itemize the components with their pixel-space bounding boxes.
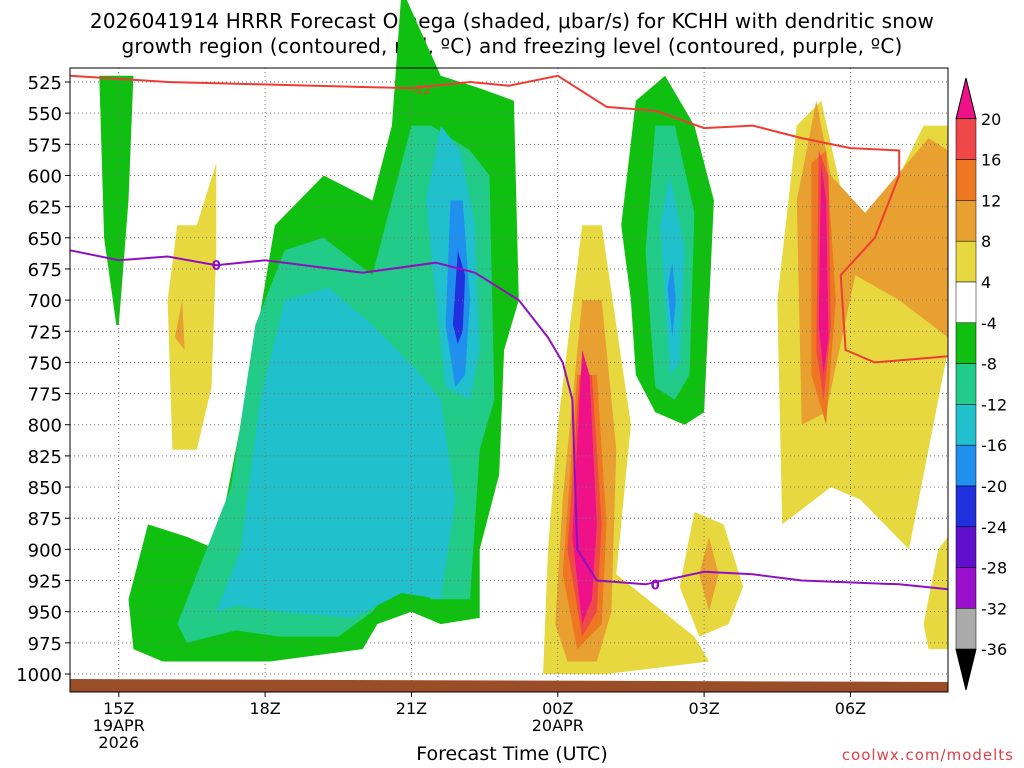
colorbar-swatch xyxy=(955,404,977,446)
colorbar-label: 12 xyxy=(981,191,1001,210)
y-tick-label: 750 xyxy=(28,353,62,374)
y-tick-label: 800 xyxy=(28,416,62,437)
shade-magenta-center xyxy=(572,350,597,625)
colorbar-swatch xyxy=(955,608,977,650)
colorbar-swatch xyxy=(955,485,977,528)
contour-label-purple: 0 xyxy=(651,578,660,593)
y-tick-label: 725 xyxy=(28,322,62,343)
colorbar-swatch xyxy=(955,200,977,242)
x-tick-sublabel: 20APR xyxy=(532,716,584,735)
y-tick-label: 850 xyxy=(28,478,62,499)
colorbar-label: -16 xyxy=(981,436,1007,455)
y-tick-label: 525 xyxy=(28,73,62,94)
colorbar-swatch xyxy=(955,281,977,324)
y-tick-label: 650 xyxy=(28,229,62,250)
x-tick-label: 00Z xyxy=(542,699,573,718)
y-tick-label: 625 xyxy=(28,198,62,219)
y-tick-label: 675 xyxy=(28,260,62,281)
colorbar-label: -24 xyxy=(981,518,1007,537)
chart-title-line1: 2026041914 HRRR Forecast Omega (shaded, … xyxy=(89,9,935,33)
x-tick-label: 03Z xyxy=(688,699,719,718)
shade-yellow-corner xyxy=(923,536,948,650)
y-tick-label: 900 xyxy=(28,540,62,561)
contour-red-line xyxy=(69,74,949,364)
x-tick-label: 18Z xyxy=(249,699,280,718)
x-axis-title: Forecast Time (UTC) xyxy=(416,743,608,765)
colorbar-label: 20 xyxy=(981,110,1001,129)
y-tick-label: 975 xyxy=(28,634,62,655)
shade-yellow-left xyxy=(167,163,217,450)
x-tick-label: 15Z xyxy=(103,699,134,718)
y-tick-label: 1000 xyxy=(16,665,62,686)
shade-cyan-main xyxy=(216,287,456,618)
y-tick-label: 875 xyxy=(28,509,62,530)
x-tick-sublabel: 19APR xyxy=(93,716,145,735)
colorbar-swatch xyxy=(955,526,977,568)
colorbar-swatch xyxy=(955,240,977,283)
plot-frame xyxy=(69,67,949,693)
colorbar-top-triangle xyxy=(955,77,977,120)
colorbar-label: 8 xyxy=(981,232,991,251)
colorbar-label: 4 xyxy=(981,273,991,292)
shade-magenta-right xyxy=(818,163,829,375)
contour-purple-line xyxy=(69,249,949,591)
colorbar-label: -32 xyxy=(981,599,1007,618)
colorbar-swatch xyxy=(955,444,977,487)
chart-title-line2: growth region (contoured, red, ºC) and f… xyxy=(121,34,903,58)
contour-label-red: -12 xyxy=(411,83,431,97)
colorbar-swatch xyxy=(955,567,977,609)
colorbar-swatch xyxy=(955,118,977,160)
colorbar-label: 16 xyxy=(981,151,1001,170)
colorbar-label: -28 xyxy=(981,559,1007,578)
shade-orange-left xyxy=(174,300,185,350)
shade-darkblue-core xyxy=(452,250,466,344)
x-tick-sublabel: 2026 xyxy=(98,733,139,752)
credit-text: coolwx.com/modelts xyxy=(841,746,1014,764)
colorbar-swatch xyxy=(955,363,977,405)
contour-label-purple: 0 xyxy=(212,259,221,274)
shade-blue-right xyxy=(667,262,676,338)
y-tick-label: 550 xyxy=(28,104,62,125)
y-tick-label: 575 xyxy=(28,135,62,156)
y-tick-label: 925 xyxy=(28,572,62,593)
colorbar-swatch xyxy=(955,159,977,201)
colorbar-label: -12 xyxy=(981,395,1007,414)
x-tick-label: 21Z xyxy=(396,699,427,718)
shade-orange-03z xyxy=(699,536,719,612)
colorbar-bottom-triangle xyxy=(955,648,977,691)
colorbar-swatch xyxy=(955,322,977,364)
y-tick-label: 950 xyxy=(28,603,62,624)
colorbar-label: -36 xyxy=(981,640,1007,659)
shade-green-left xyxy=(99,75,134,325)
ground-fill xyxy=(70,679,948,692)
shade-orange-right xyxy=(796,100,948,425)
y-tick-label: 700 xyxy=(28,291,62,312)
y-tick-label: 775 xyxy=(28,385,62,406)
y-tick-label: 825 xyxy=(28,447,62,468)
colorbar-label: -20 xyxy=(981,477,1007,496)
colorbar-label: -4 xyxy=(981,314,997,333)
colorbar-label: -8 xyxy=(981,355,997,374)
y-tick-label: 600 xyxy=(28,166,62,187)
x-tick-label: 06Z xyxy=(835,699,866,718)
